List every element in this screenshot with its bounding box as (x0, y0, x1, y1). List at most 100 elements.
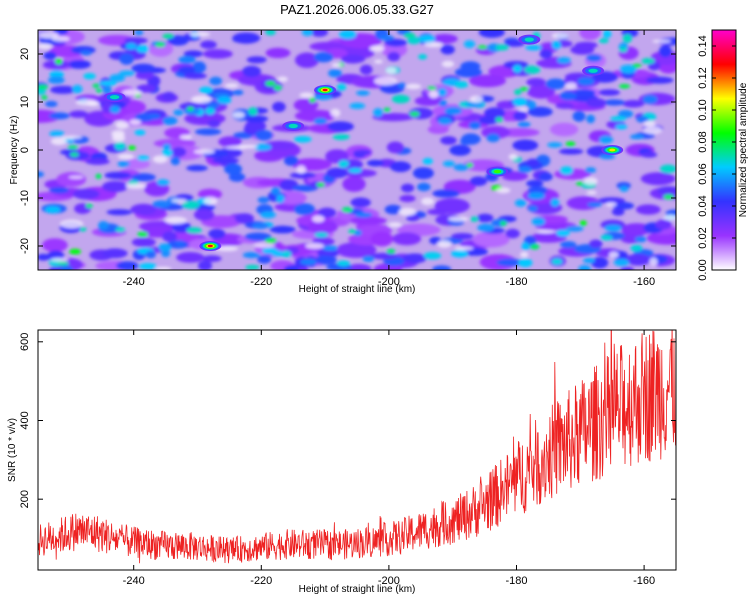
heatmap-cell-182 (646, 76, 674, 84)
heatmap-cell-571 (209, 76, 223, 86)
heatmap-cell-512 (109, 74, 125, 82)
heatmap-cell-566 (598, 38, 609, 44)
heatmap-cell-388 (341, 54, 366, 64)
heatmap-cell-454 (615, 124, 628, 130)
heatmap-cell-397 (574, 89, 596, 97)
heatmap-cell-144 (550, 122, 579, 137)
heatmap-cell-303 (359, 64, 373, 75)
heatmap-cell-502 (622, 33, 633, 43)
heatmap-cell-306 (598, 197, 626, 205)
heatmap-gap-33 (643, 126, 662, 135)
x-tick-label: -200 (378, 276, 400, 288)
heatmap-cell-455 (38, 87, 46, 95)
heatmap-gap-36 (508, 153, 518, 160)
heatmap-cell-329 (558, 148, 584, 155)
heatmap-cell-535 (207, 102, 220, 109)
heatmap-cell-409 (387, 51, 401, 62)
heatmap-cell-288 (207, 119, 221, 128)
heatmap-cell-237 (449, 144, 471, 156)
heatmap-cell-554 (109, 105, 121, 114)
heatmap-cell-406 (386, 141, 404, 154)
heatmap-cell-560 (156, 179, 170, 186)
heatmap-gap-2 (171, 198, 188, 203)
heatmap-cell-56 (294, 109, 336, 123)
heatmap-cell-178 (620, 266, 634, 270)
heatmap-cell-593 (518, 166, 532, 173)
heatmap-cell-385 (72, 188, 100, 200)
heatmap-cell-284 (403, 253, 427, 264)
heatmap-gap-27 (51, 36, 70, 42)
spectrogram-y-axis: -20 -10 0 10 20 (19, 48, 676, 254)
heatmap-cell-562 (599, 135, 614, 144)
heatmap-cell-18 (176, 252, 205, 263)
heatmap-cell-443 (332, 133, 350, 141)
heatmap-gap-5 (232, 111, 245, 119)
heatmap-gap-25 (565, 82, 577, 89)
heatmap-cell-50 (414, 96, 443, 106)
heatmap-cell-451 (356, 90, 370, 96)
heatmap-hotspots (103, 34, 624, 251)
heatmap-cell-559 (610, 116, 627, 122)
heatmap-cell-651 (386, 248, 396, 254)
heatmap-cell-479 (604, 224, 622, 232)
heatmap-cell-351 (478, 30, 505, 38)
heatmap-cell-590 (49, 130, 65, 137)
heatmap-cell-424 (399, 194, 416, 203)
heatmap-cell-280 (384, 38, 408, 47)
heatmap-cell-470 (205, 107, 216, 115)
heatmap-gap-3 (129, 119, 142, 125)
heatmap-cell-398 (177, 66, 196, 75)
colorbar-tick-label: 0.14 (697, 35, 709, 56)
heatmap-cell-490 (423, 252, 442, 260)
heatmap-cell-301 (526, 78, 546, 87)
y-tick-label: 600 (19, 333, 31, 351)
hotspot-level (109, 95, 120, 100)
x-tick-label: -160 (633, 575, 655, 587)
heatmap-cell-615 (514, 89, 522, 96)
heatmap-cell-414 (244, 115, 269, 123)
heatmap-cell-491 (134, 30, 144, 36)
heatmap-cell-298 (350, 197, 371, 208)
heatmap-cell-316 (657, 186, 676, 195)
heatmap-cell-5 (336, 242, 377, 258)
heatmap-gap-21 (469, 95, 483, 103)
heatmap-cell-410 (43, 51, 57, 60)
x-tick-label: -240 (123, 276, 145, 288)
heatmap-gap-14 (155, 266, 172, 270)
heatmap-cell-568 (602, 30, 612, 39)
x-tick-label: -220 (250, 575, 272, 587)
heatmap-cell-537 (136, 45, 150, 53)
heatmap-cell-589 (102, 86, 112, 94)
heatmap-hotspot-3 (582, 65, 605, 76)
heatmap-cell-626 (466, 162, 474, 168)
heatmap-cell-365 (124, 37, 148, 44)
heatmap-cell-377 (451, 233, 474, 240)
heatmap-cell-527 (468, 121, 481, 130)
heatmap-cell-274 (289, 172, 317, 179)
heatmap-cell-444 (477, 223, 495, 232)
heatmap-cell-413 (572, 110, 586, 122)
heatmap-cell-580 (525, 45, 542, 51)
heatmap-cell-175 (432, 265, 452, 270)
heatmap-cell-370 (254, 130, 273, 141)
heatmap-cell-578 (600, 234, 613, 241)
heatmap-cell-423 (167, 35, 189, 46)
heatmap-gap-59 (551, 32, 569, 39)
heatmap-cell-356 (183, 50, 203, 58)
heatmap-cell-427 (586, 98, 607, 108)
heatmap-gap-61 (253, 243, 276, 248)
heatmap-gap-43 (50, 257, 69, 262)
heatmap-cell-456 (531, 217, 546, 226)
heatmap-cell-466 (586, 114, 595, 124)
heatmap-cell-266 (327, 121, 354, 132)
heatmap-cell-415 (461, 133, 481, 145)
heatmap-cell-265 (162, 231, 178, 243)
spectrogram-ylabel: Frequency (Hz) (9, 116, 20, 185)
heatmap-cell-63 (42, 238, 68, 253)
heatmap-cell-371 (102, 248, 128, 259)
heatmap-cell-421 (326, 167, 348, 179)
heatmap-cell-504 (336, 83, 347, 91)
snr-xlabel: Height of straight line (km) (299, 584, 416, 595)
heatmap-cell-447 (619, 64, 638, 74)
heatmap-cell-652 (530, 243, 540, 250)
